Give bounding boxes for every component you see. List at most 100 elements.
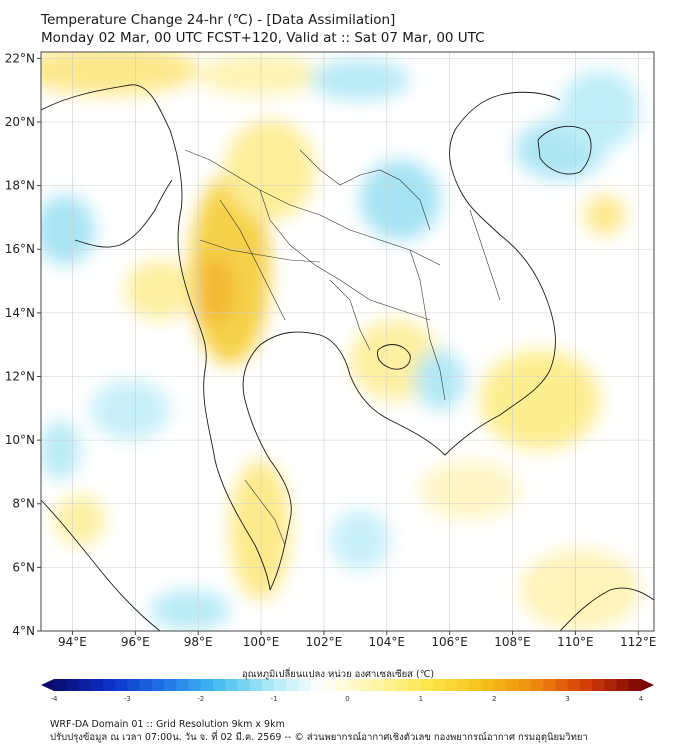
colorbar-tick-label: -2	[197, 695, 204, 703]
temperature-field	[41, 52, 640, 630]
lon-tick-label: 110°E	[557, 635, 594, 649]
lat-tick-label: 18°N	[5, 179, 35, 193]
lat-tick-label: 22°N	[5, 51, 35, 65]
province-borders	[184, 149, 501, 546]
chart-title: Temperature Change 24-hr (℃) - [Data Ass…	[41, 11, 485, 47]
colorbar-cell	[371, 679, 385, 691]
colorbar-cell	[482, 679, 495, 691]
colorbar-cell	[543, 679, 556, 691]
colorbar-cell	[237, 679, 251, 691]
colorbar-cell	[628, 679, 642, 691]
colorbar-cell	[200, 679, 214, 691]
colorbar-cell	[66, 679, 79, 691]
colorbar-cell	[530, 679, 544, 691]
lon-tick-label: 96°E	[121, 635, 150, 649]
colorbar-cell	[212, 679, 226, 691]
colorbar-cell	[90, 679, 104, 691]
colorbar-cell	[310, 679, 324, 691]
colorbar-cell	[396, 679, 410, 691]
lon-tick-label: 94°E	[58, 635, 87, 649]
colorbar-cell	[164, 679, 177, 691]
colorbar-cell	[420, 679, 434, 691]
lat-tick-label: 6°N	[12, 560, 35, 574]
colorbar-cell	[286, 679, 299, 691]
colorbar-cell	[188, 679, 202, 691]
colorbar-cell	[457, 679, 471, 691]
colorbar-cell	[323, 679, 336, 691]
colorbar-tick-label: 2	[492, 695, 496, 703]
colorbar-cell	[445, 679, 458, 691]
coastlines	[41, 84, 654, 631]
lon-tick-label: 104°E	[369, 635, 406, 649]
colorbar-cell	[298, 679, 312, 691]
lat-tick-label: 12°N	[5, 369, 35, 383]
lat-tick-label: 16°N	[5, 242, 35, 256]
colorbar-cell	[408, 679, 422, 691]
colorbar-cell	[494, 679, 507, 691]
lon-tick-label: 100°E	[243, 635, 280, 649]
colorbar-cell	[384, 679, 397, 691]
coastline-borneo	[559, 587, 654, 631]
colorbar-cell	[506, 679, 520, 691]
colorbar: -4 -3 -2 -1 0 1 2 3 4	[41, 679, 654, 703]
colorbar-cell	[335, 679, 348, 691]
colorbar-tick-label: 3	[565, 695, 569, 703]
lon-tick-label: 102°E	[306, 635, 343, 649]
title-line-1: Temperature Change 24-hr (℃) - [Data Ass…	[41, 12, 396, 28]
colorbar-cell	[139, 679, 153, 691]
colorbar-cell	[469, 679, 483, 691]
footer-line-1: WRF-DA Domain 01 :: Grid Resolution 9km …	[50, 719, 285, 730]
colorbar-max-arrow	[641, 679, 654, 691]
colorbar-cell	[54, 679, 67, 691]
colorbar-title: อุณหภูมิเปลี่ยนแปลง หน่วย องศาเซลเซียส (…	[241, 669, 435, 680]
lon-tick-label: 108°E	[494, 635, 531, 649]
colorbar-cell	[592, 679, 605, 691]
colorbar-cells	[54, 679, 642, 691]
title-line-2: Monday 02 Mar, 00 UTC FCST+120, Valid at…	[41, 30, 485, 46]
colorbar-cell	[261, 679, 275, 691]
colorbar-cell	[151, 679, 165, 691]
longitude-axis: 94°E 96°E 98°E 100°E 102°E 104°E 106°E 108°E 110…	[58, 631, 657, 649]
lon-tick-label: 112°E	[620, 635, 657, 649]
lat-tick-label: 20°N	[5, 115, 35, 129]
colorbar-cell	[78, 679, 92, 691]
colorbar-cell	[604, 679, 617, 691]
coastline-myanmar-west	[74, 179, 173, 248]
colorbar-cell	[102, 679, 116, 691]
colorbar-cell	[616, 679, 630, 691]
colorbar-ticks: -4 -3 -2 -1 0 1 2 3 4	[51, 695, 644, 703]
colorbar-tick-label: 0	[345, 695, 349, 703]
colorbar-cell	[347, 679, 361, 691]
colorbar-cell	[518, 679, 532, 691]
colorbar-cell	[567, 679, 581, 691]
footer-line-2: ปรับปรุงข้อมูล ณ เวลา 07:00น. วัน จ. ที่…	[50, 732, 588, 743]
colorbar-cell	[115, 679, 128, 691]
coastline-indochina	[41, 84, 561, 591]
colorbar-cell	[579, 679, 593, 691]
lat-tick-label: 14°N	[5, 306, 35, 320]
colorbar-cell	[249, 679, 263, 691]
colorbar-cell	[433, 679, 446, 691]
colorbar-cell	[225, 679, 238, 691]
colorbar-cell	[127, 679, 141, 691]
lat-tick-label: 10°N	[5, 433, 35, 447]
colorbar-tick-label: 4	[639, 695, 644, 703]
lon-tick-label: 106°E	[431, 635, 468, 649]
coastline-sumatra	[41, 499, 161, 631]
coastline-hainan	[537, 126, 592, 175]
lat-tick-label: 8°N	[12, 497, 35, 511]
colorbar-tick-label: -1	[271, 695, 278, 703]
colorbar-min-arrow	[41, 679, 54, 691]
lat-tick-label: 4°N	[12, 624, 35, 638]
colorbar-cell	[359, 679, 373, 691]
coastline-tonle-sap	[377, 344, 411, 370]
lon-tick-label: 98°E	[184, 635, 213, 649]
latitude-axis: 22°N 20°N 18°N 16°N 14°N 12°N 10°N 8°N 6°N 4°N	[5, 51, 41, 638]
colorbar-tick-label: -4	[51, 695, 59, 703]
map-frame	[40, 51, 655, 632]
footer: WRF-DA Domain 01 :: Grid Resolution 9km …	[50, 718, 588, 744]
colorbar-cell	[274, 679, 287, 691]
colorbar-tick-label: 1	[419, 695, 423, 703]
colorbar-cell	[555, 679, 569, 691]
